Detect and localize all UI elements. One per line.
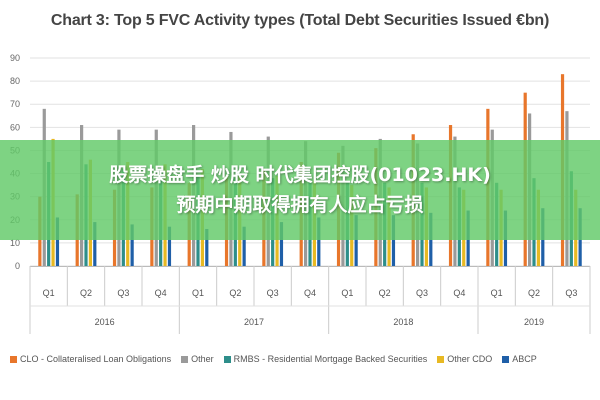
year-label: 2017 bbox=[244, 317, 264, 327]
x-tick-label: Q3 bbox=[416, 288, 428, 298]
legend-label: Other CDO bbox=[447, 354, 493, 364]
y-tick-label: 90 bbox=[10, 53, 20, 63]
legend-item: Other CDO bbox=[437, 354, 492, 364]
chart-legend: CLO - Collateralised Loan Obligations Oth… bbox=[10, 350, 595, 368]
bar bbox=[55, 217, 60, 266]
x-tick-label: Q3 bbox=[117, 288, 129, 298]
chart-title: Chart 3: Top 5 FVC Activity types (Total… bbox=[50, 12, 550, 29]
legend-item: RMBS - Residential Mortgage Backed Secur… bbox=[223, 354, 428, 364]
year-label: 2016 bbox=[95, 317, 115, 327]
y-tick-label: 0 bbox=[15, 261, 20, 271]
y-tick-label: 80 bbox=[10, 76, 20, 86]
bar bbox=[242, 226, 246, 266]
legend-label: CLO - Collateralised Loan Obligations bbox=[20, 354, 172, 364]
bar bbox=[354, 215, 358, 266]
x-tick-label: Q1 bbox=[192, 288, 204, 298]
year-label: 2018 bbox=[393, 317, 413, 327]
x-tick-label: Q1 bbox=[341, 288, 353, 298]
x-tick-label: Q1 bbox=[43, 288, 55, 298]
x-tick-label: Q3 bbox=[267, 288, 279, 298]
x-tick-label: Q2 bbox=[229, 288, 241, 298]
legend-item: ABCP bbox=[502, 354, 537, 364]
x-tick-label: Q4 bbox=[155, 288, 167, 298]
legend-swatch bbox=[223, 355, 231, 363]
legend-item: Other bbox=[181, 354, 214, 364]
x-tick-label: Q3 bbox=[565, 288, 577, 298]
bar bbox=[279, 222, 284, 266]
y-tick-label: 10 bbox=[10, 238, 20, 248]
bar bbox=[205, 229, 209, 266]
legend-label: ABCP bbox=[512, 354, 537, 364]
overlay-banner: 股票操盘手 炒股 时代集团控股(01023.HK) 预期中期取得拥有人应占亏损 bbox=[0, 140, 600, 240]
x-tick-label: Q1 bbox=[491, 288, 503, 298]
legend-swatch bbox=[437, 355, 445, 363]
x-tick-label: Q2 bbox=[80, 288, 92, 298]
x-tick-label: Q2 bbox=[379, 288, 391, 298]
legend-item: CLO - Collateralised Loan Obligations bbox=[10, 354, 171, 364]
x-tick-label: Q2 bbox=[528, 288, 540, 298]
bar bbox=[391, 215, 396, 266]
legend-label: RMBS - Residential Mortgage Backed Secur… bbox=[233, 354, 428, 364]
legend-swatch bbox=[502, 355, 510, 363]
bar bbox=[130, 224, 134, 266]
y-tick-label: 70 bbox=[10, 99, 20, 109]
legend-swatch bbox=[181, 355, 189, 363]
x-tick-label: Q4 bbox=[304, 288, 316, 298]
overlay-headline: 股票操盘手 炒股 时代集团控股(01023.HK) bbox=[109, 164, 491, 186]
legend-label: Other bbox=[191, 354, 214, 364]
legend-swatch bbox=[10, 355, 17, 363]
x-tick-label: Q4 bbox=[453, 288, 465, 298]
year-label: 2019 bbox=[524, 317, 544, 327]
y-tick-label: 60 bbox=[10, 122, 20, 132]
overlay-subheadline: 预期中期取得拥有人应占亏损 bbox=[176, 194, 424, 216]
bar bbox=[317, 217, 321, 266]
bar bbox=[93, 222, 97, 266]
bar bbox=[167, 226, 172, 266]
